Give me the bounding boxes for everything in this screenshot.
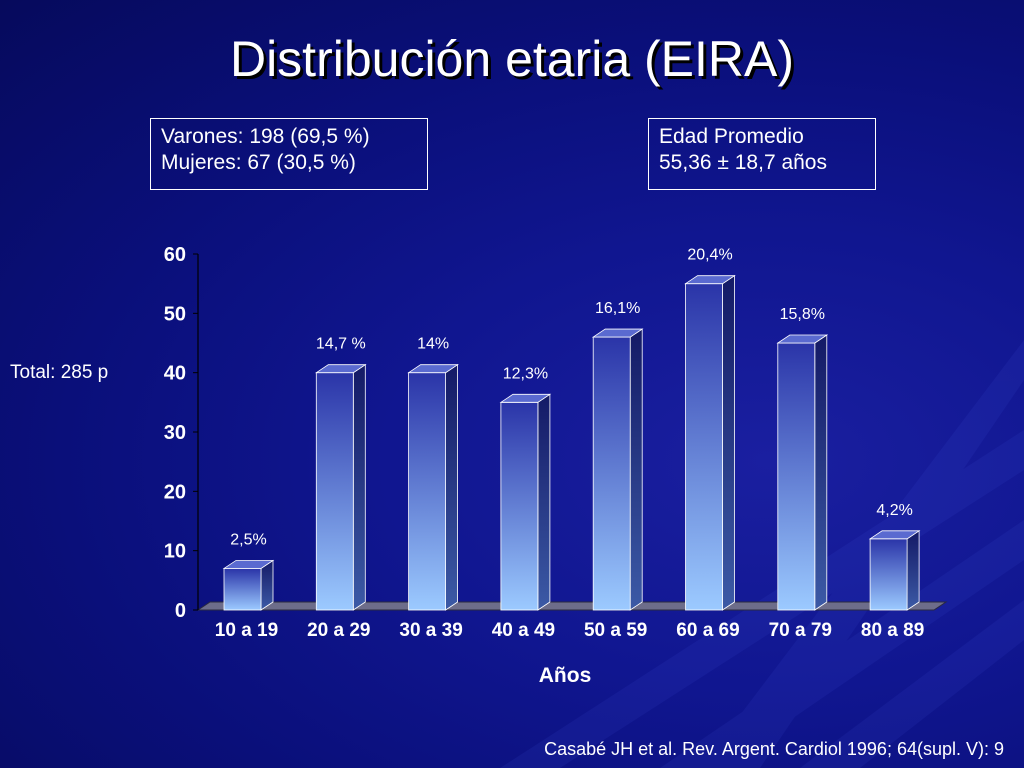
bar-40-a-49 xyxy=(499,393,552,611)
x-tick-label: 40 a 49 xyxy=(492,620,555,641)
bar-side-face xyxy=(814,334,828,611)
bar-top-face xyxy=(314,364,367,374)
x-tick-label: 70 a 79 xyxy=(769,620,832,641)
bar-side-face xyxy=(352,363,366,611)
y-tick-label: 0 xyxy=(175,600,186,622)
mean-age-value: 55,36 ± 18,7 años xyxy=(659,151,827,174)
slide-title: Distribución etaria (EIRA) xyxy=(229,31,795,87)
bar-50-a-59 xyxy=(591,328,644,611)
y-tick-label: 20 xyxy=(164,481,186,503)
bar-top-face xyxy=(407,364,459,374)
bar-data-label: 14% xyxy=(417,336,449,353)
y-tick-label: 60 xyxy=(164,244,186,266)
x-tick-label: 20 a 29 xyxy=(307,620,370,641)
bar-top-face xyxy=(684,275,736,285)
bar-side-face xyxy=(537,393,551,611)
x-tick-label: 50 a 59 xyxy=(584,620,647,641)
sex-distribution-box: Varones: 198 (69,5 %) Mujeres: 67 (30,5 … xyxy=(150,118,428,190)
bar-data-label: 14,7 % xyxy=(316,336,366,353)
bar-top-face xyxy=(222,560,275,569)
bar-front-face xyxy=(408,372,447,611)
bar-side-face xyxy=(722,274,735,611)
bar-side-face xyxy=(906,530,920,611)
bar-data-label: 15,8% xyxy=(780,306,825,323)
bar-top-face xyxy=(868,530,921,540)
bar-data-label: 2,5% xyxy=(230,531,266,548)
bar-side-face xyxy=(260,559,274,611)
mean-age-label: Edad Promedio xyxy=(659,125,804,148)
bar-30-a-39 xyxy=(407,363,459,611)
total-patients-label: Total: 285 p xyxy=(10,362,109,383)
x-axis-title: Años xyxy=(539,664,592,687)
bar-top-face xyxy=(776,334,829,344)
bar-front-face xyxy=(315,372,354,611)
bar-side-face xyxy=(629,328,643,611)
chart-floor xyxy=(196,601,948,611)
bar-front-face xyxy=(500,401,539,611)
bar-20-a-29 xyxy=(314,363,367,611)
y-tick-label: 40 xyxy=(164,363,186,385)
bar-front-face xyxy=(777,342,816,611)
y-tick-label: 10 xyxy=(164,541,186,563)
x-tick-label: 10 a 19 xyxy=(215,620,278,641)
bar-data-label: 12,3% xyxy=(503,365,548,382)
citation-text: Casabé JH et al. Rev. Argent. Cardiol 19… xyxy=(544,739,1004,759)
x-tick-label: 60 a 69 xyxy=(676,620,739,641)
bar-front-face xyxy=(223,568,262,611)
bar-70-a-79 xyxy=(776,334,829,611)
bar-data-label: 4,2% xyxy=(876,502,912,519)
y-tick-label: 50 xyxy=(164,303,186,325)
mean-age-box: Edad Promedio 55,36 ± 18,7 años xyxy=(648,118,876,190)
bar-80-a-89 xyxy=(868,530,921,611)
bar-side-face xyxy=(445,363,459,611)
bar-top-face xyxy=(499,393,552,403)
bar-top-face xyxy=(591,328,644,338)
bar-10-a-19 xyxy=(222,559,275,611)
bar-front-face xyxy=(685,283,723,611)
males-count-text: Varones: 198 (69,5 %) xyxy=(161,125,370,148)
bar-front-face xyxy=(592,336,631,611)
bar-data-label: 20,4% xyxy=(687,247,732,264)
bar-data-label: 16,1% xyxy=(595,300,640,317)
bar-60-a-69 xyxy=(684,274,736,611)
x-tick-label: 30 a 39 xyxy=(399,620,462,641)
x-tick-label: 80 a 89 xyxy=(861,620,924,641)
y-tick-label: 30 xyxy=(164,422,186,444)
females-count-text: Mujeres: 67 (30,5 %) xyxy=(161,151,356,174)
bar-front-face xyxy=(869,538,908,611)
